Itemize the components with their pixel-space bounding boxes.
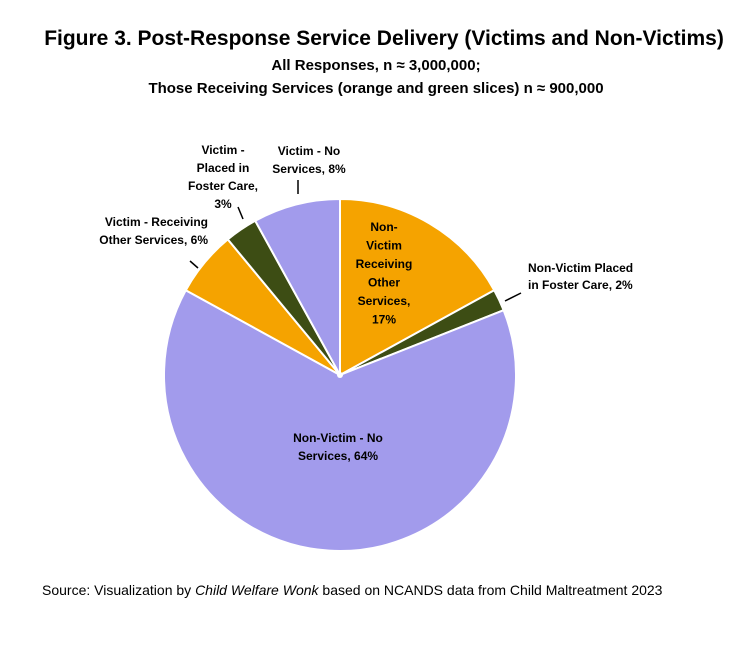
slice-label-4: Victim - Receiving Other Services, 6% xyxy=(99,215,208,247)
slice-label-6: Victim - No Services, 8% xyxy=(272,144,346,176)
leader-line-5 xyxy=(237,206,244,220)
source-suffix: based on NCANDS data from Child Maltreat… xyxy=(318,582,663,598)
pie-slice-1 xyxy=(339,198,496,376)
source-italic: Child Welfare Wonk xyxy=(195,582,319,598)
source-note: Source: Visualization by Child Welfare W… xyxy=(42,582,662,598)
pie-center-dot xyxy=(337,372,343,378)
slice-label-3: Non-Victim - No Services, 64% xyxy=(293,431,383,463)
pie-slice-6 xyxy=(254,198,341,376)
chart-subtitle-line1: All Responses, n ≈ 3,000,000; xyxy=(271,57,481,74)
slice-label-2: Non-Victim Placed in Foster Care, 2% xyxy=(528,261,633,292)
slice-label-5: Victim -Placed in Foster Care, 3% xyxy=(188,143,258,211)
pie-slice-3 xyxy=(163,289,517,552)
slice-label-1: Non-Victim Receiving Other Services, 17% xyxy=(356,220,413,327)
leader-line-4 xyxy=(189,260,199,269)
chart-title: Figure 3. Post-Response Service Delivery… xyxy=(44,27,724,50)
leader-line-2 xyxy=(504,292,522,302)
chart-subtitle-line2: Those Receiving Services (orange and gre… xyxy=(148,80,604,97)
source-prefix: Source: Visualization by xyxy=(42,582,196,598)
